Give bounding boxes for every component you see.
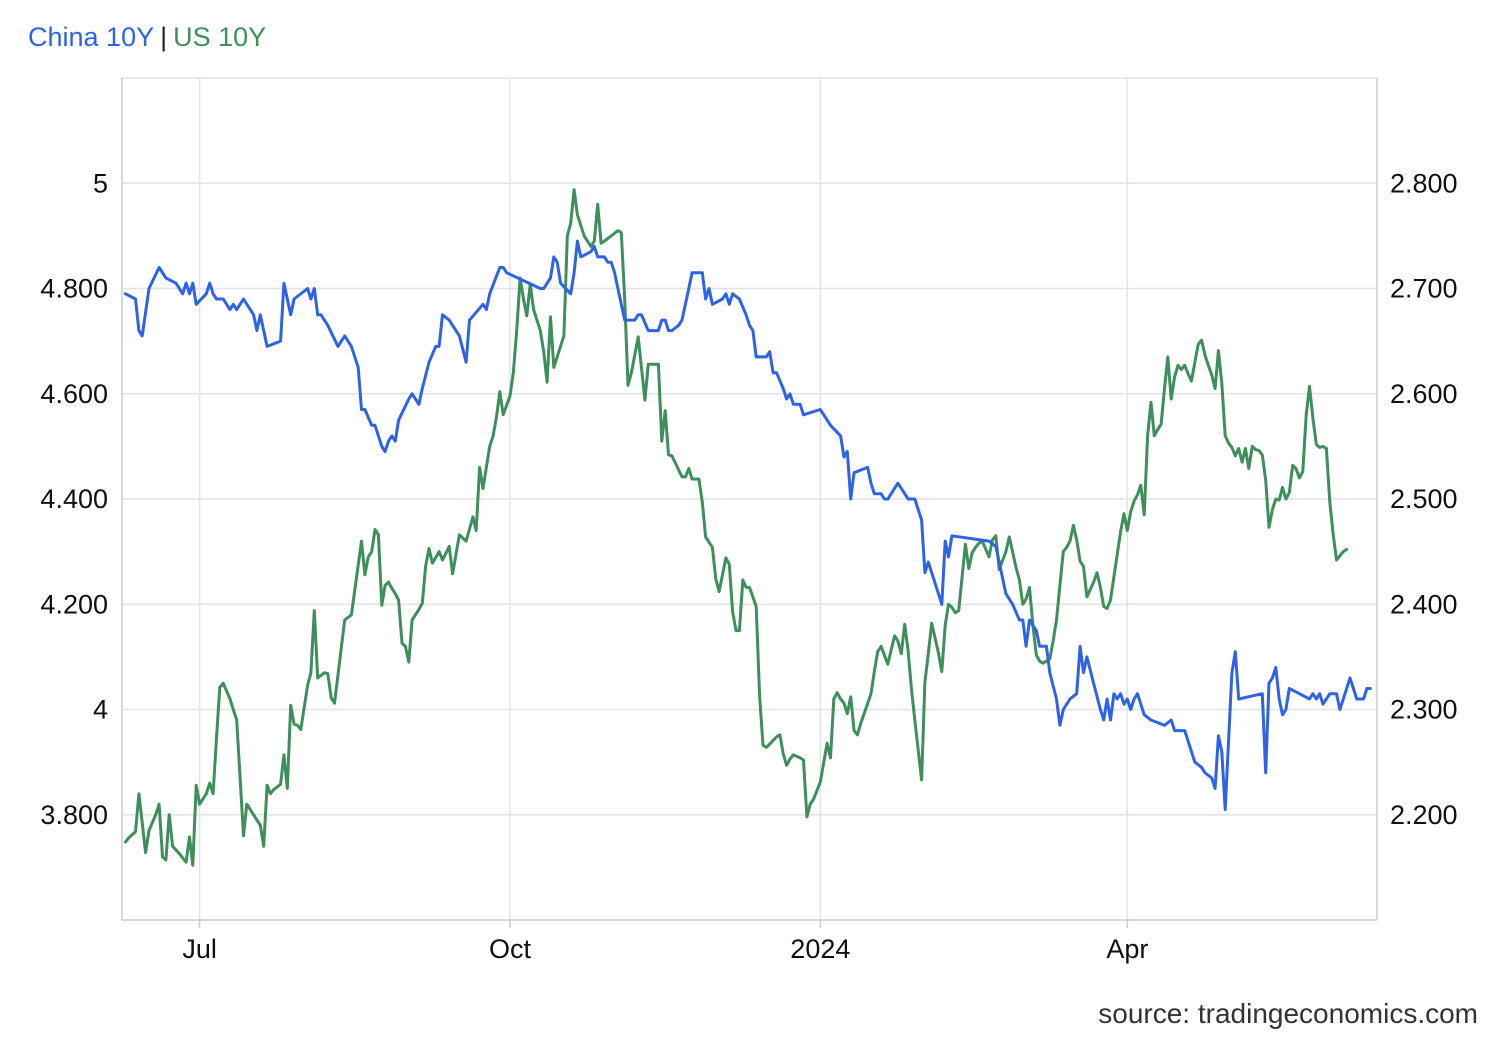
legend-separator: |	[160, 22, 168, 52]
chart-legend: China 10Y | US 10Y	[28, 22, 266, 53]
y-right-tick-label: 2.200	[1390, 800, 1458, 830]
y-left-tick-label: 3.800	[40, 800, 108, 830]
source-attribution[interactable]: source: tradingeconomics.com	[1098, 998, 1478, 1029]
y-left-tick-label: 5	[93, 168, 108, 198]
y-right-tick-label: 2.500	[1390, 484, 1458, 514]
y-right-tick-label: 2.300	[1390, 695, 1458, 725]
legend-us-10y[interactable]: US 10Y	[173, 22, 267, 52]
x-tick-label: Apr	[1106, 934, 1148, 964]
x-tick-label: Oct	[489, 934, 532, 964]
y-right-tick-label: 2.400	[1390, 589, 1458, 619]
y-left-tick-label: 4.200	[40, 589, 108, 619]
tick-labels: 3.800 4 4.200 4.400 4.600 4.800 5 2.200 2.300 2.4…	[40, 168, 1457, 964]
y-right-tick-label: 2.800	[1390, 168, 1458, 198]
us-10y-line	[123, 188, 1349, 867]
legend-china-10y[interactable]: China 10Y	[28, 22, 155, 52]
y-left-tick-label: 4.800	[40, 274, 108, 304]
grid-lines	[122, 77, 1377, 920]
y-left-tick-label: 4	[93, 695, 108, 725]
y-right-tick-label: 2.600	[1390, 379, 1458, 409]
y-right-tick-label: 2.700	[1390, 274, 1458, 304]
x-tick-label: Jul	[182, 934, 217, 964]
china-10y-line	[123, 239, 1372, 811]
x-tick-label: 2024	[790, 934, 850, 964]
axes	[121, 78, 1378, 928]
y-left-tick-label: 4.600	[40, 379, 108, 409]
series-lines	[123, 188, 1372, 867]
y-left-tick-label: 4.400	[40, 484, 108, 514]
